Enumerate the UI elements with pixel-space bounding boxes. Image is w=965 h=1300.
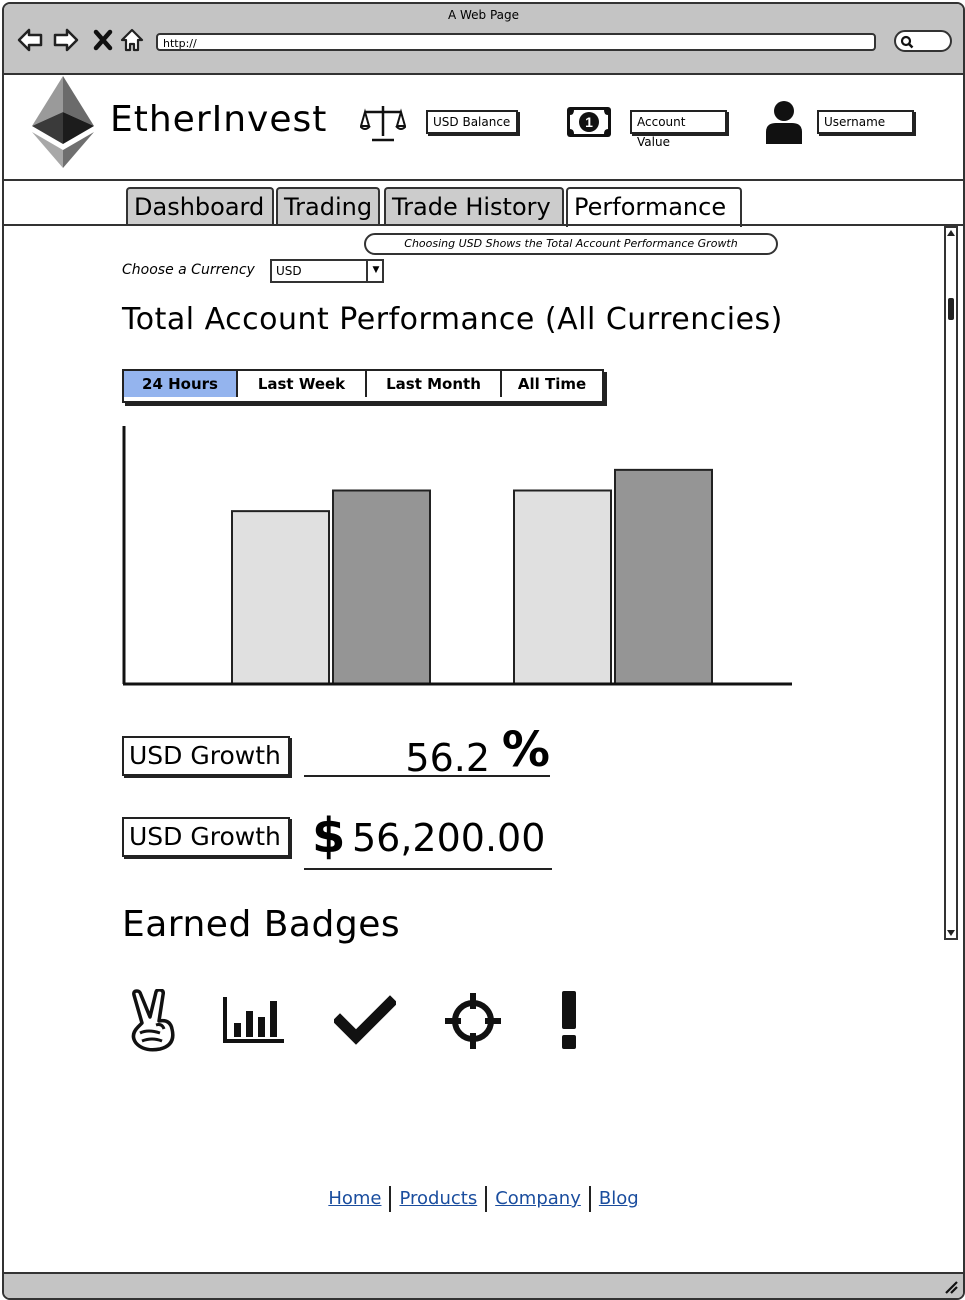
resize-grip-icon[interactable] bbox=[942, 1280, 958, 1294]
chart-bar bbox=[614, 468, 713, 685]
period-last-week[interactable]: Last Week bbox=[238, 371, 367, 397]
search-icon bbox=[900, 35, 914, 49]
browser-toolbar: A Web Page http:// bbox=[4, 4, 963, 75]
back-icon[interactable] bbox=[16, 26, 44, 54]
url-bar[interactable]: http:// bbox=[156, 33, 876, 51]
tab-trade-history[interactable]: Trade History bbox=[384, 187, 564, 225]
money-bill-icon: 1 bbox=[567, 107, 611, 137]
currency-select[interactable]: USD bbox=[270, 259, 384, 283]
usd-growth-percent-value: 56.2 bbox=[405, 736, 490, 780]
badges-title: Earned Badges bbox=[122, 904, 401, 945]
period-all-time[interactable]: All Time bbox=[502, 371, 602, 397]
currency-tooltip: Choosing USD Shows the Total Account Per… bbox=[364, 233, 778, 255]
forward-icon[interactable] bbox=[52, 26, 80, 54]
crosshair-icon bbox=[445, 993, 501, 1049]
tab-trading[interactable]: Trading bbox=[276, 187, 380, 225]
chevron-down-icon[interactable]: ▼ bbox=[366, 259, 384, 283]
footer-separator bbox=[485, 1186, 488, 1212]
exclamation-icon bbox=[562, 991, 576, 1049]
balance-scale-icon bbox=[360, 106, 406, 142]
usd-growth-dollar-value: 56,200.00 bbox=[352, 816, 546, 860]
chart-bar bbox=[513, 489, 612, 685]
scrollbar-thumb[interactable] bbox=[948, 298, 954, 320]
metric-underline bbox=[304, 775, 550, 777]
home-icon[interactable] bbox=[118, 26, 146, 54]
tab-dashboard[interactable]: Dashboard bbox=[126, 187, 274, 225]
chart-bar bbox=[231, 510, 330, 685]
peace-hand-icon bbox=[131, 989, 175, 1052]
ethereum-logo bbox=[32, 76, 94, 168]
brand-name: EtherInvest bbox=[110, 99, 328, 140]
usd-growth-dollar-value-box: $ 56,200.00 bbox=[304, 806, 550, 866]
footer-link-products[interactable]: Products bbox=[399, 1188, 478, 1209]
scrollbar[interactable] bbox=[944, 226, 958, 940]
metric-underline bbox=[304, 868, 552, 870]
currency-label: Choose a Currency bbox=[122, 262, 255, 278]
currency-select-value: USD bbox=[276, 264, 302, 278]
scroll-up-icon[interactable] bbox=[946, 228, 956, 238]
footer-separator bbox=[389, 1186, 392, 1212]
footer-link-blog[interactable]: Blog bbox=[598, 1188, 639, 1209]
usd-growth-percent-value-box: 56.2 % bbox=[304, 722, 550, 780]
username-field: Username bbox=[817, 110, 914, 134]
status-bar bbox=[4, 1272, 963, 1298]
usd-growth-dollar-label: USD Growth bbox=[122, 817, 290, 857]
dollar-icon: $ bbox=[312, 808, 346, 864]
footer-nav: Home Products Company Blog bbox=[4, 1186, 963, 1212]
period-last-month[interactable]: Last Month bbox=[367, 371, 502, 397]
tab-performance[interactable]: Performance bbox=[566, 187, 742, 227]
browser-search[interactable] bbox=[894, 30, 952, 52]
account-value-field: Account Value bbox=[630, 110, 727, 149]
scroll-down-icon[interactable] bbox=[946, 928, 956, 938]
header-divider bbox=[4, 179, 963, 181]
window-title: A Web Page bbox=[447, 8, 520, 22]
bar-chart-icon bbox=[223, 997, 284, 1043]
percent-icon: % bbox=[501, 722, 550, 778]
user-icon bbox=[766, 101, 802, 144]
page-title: Total Account Performance (All Currencie… bbox=[122, 302, 783, 337]
performance-chart bbox=[122, 426, 792, 686]
svg-text:1: 1 bbox=[585, 114, 593, 130]
footer-link-company[interactable]: Company bbox=[495, 1188, 581, 1209]
close-icon[interactable] bbox=[90, 26, 118, 54]
usd-growth-percent-label: USD Growth bbox=[122, 736, 290, 776]
footer-separator bbox=[588, 1186, 591, 1212]
chart-bar bbox=[332, 489, 431, 685]
period-24-hours[interactable]: 24 Hours bbox=[124, 371, 238, 397]
period-selector: 24 Hours Last Week Last Month All Time bbox=[122, 369, 604, 403]
usd-balance-field: USD Balance bbox=[426, 110, 518, 134]
tab-divider bbox=[4, 224, 963, 226]
footer-link-home[interactable]: Home bbox=[328, 1188, 382, 1209]
checkmark-icon bbox=[334, 995, 396, 1045]
